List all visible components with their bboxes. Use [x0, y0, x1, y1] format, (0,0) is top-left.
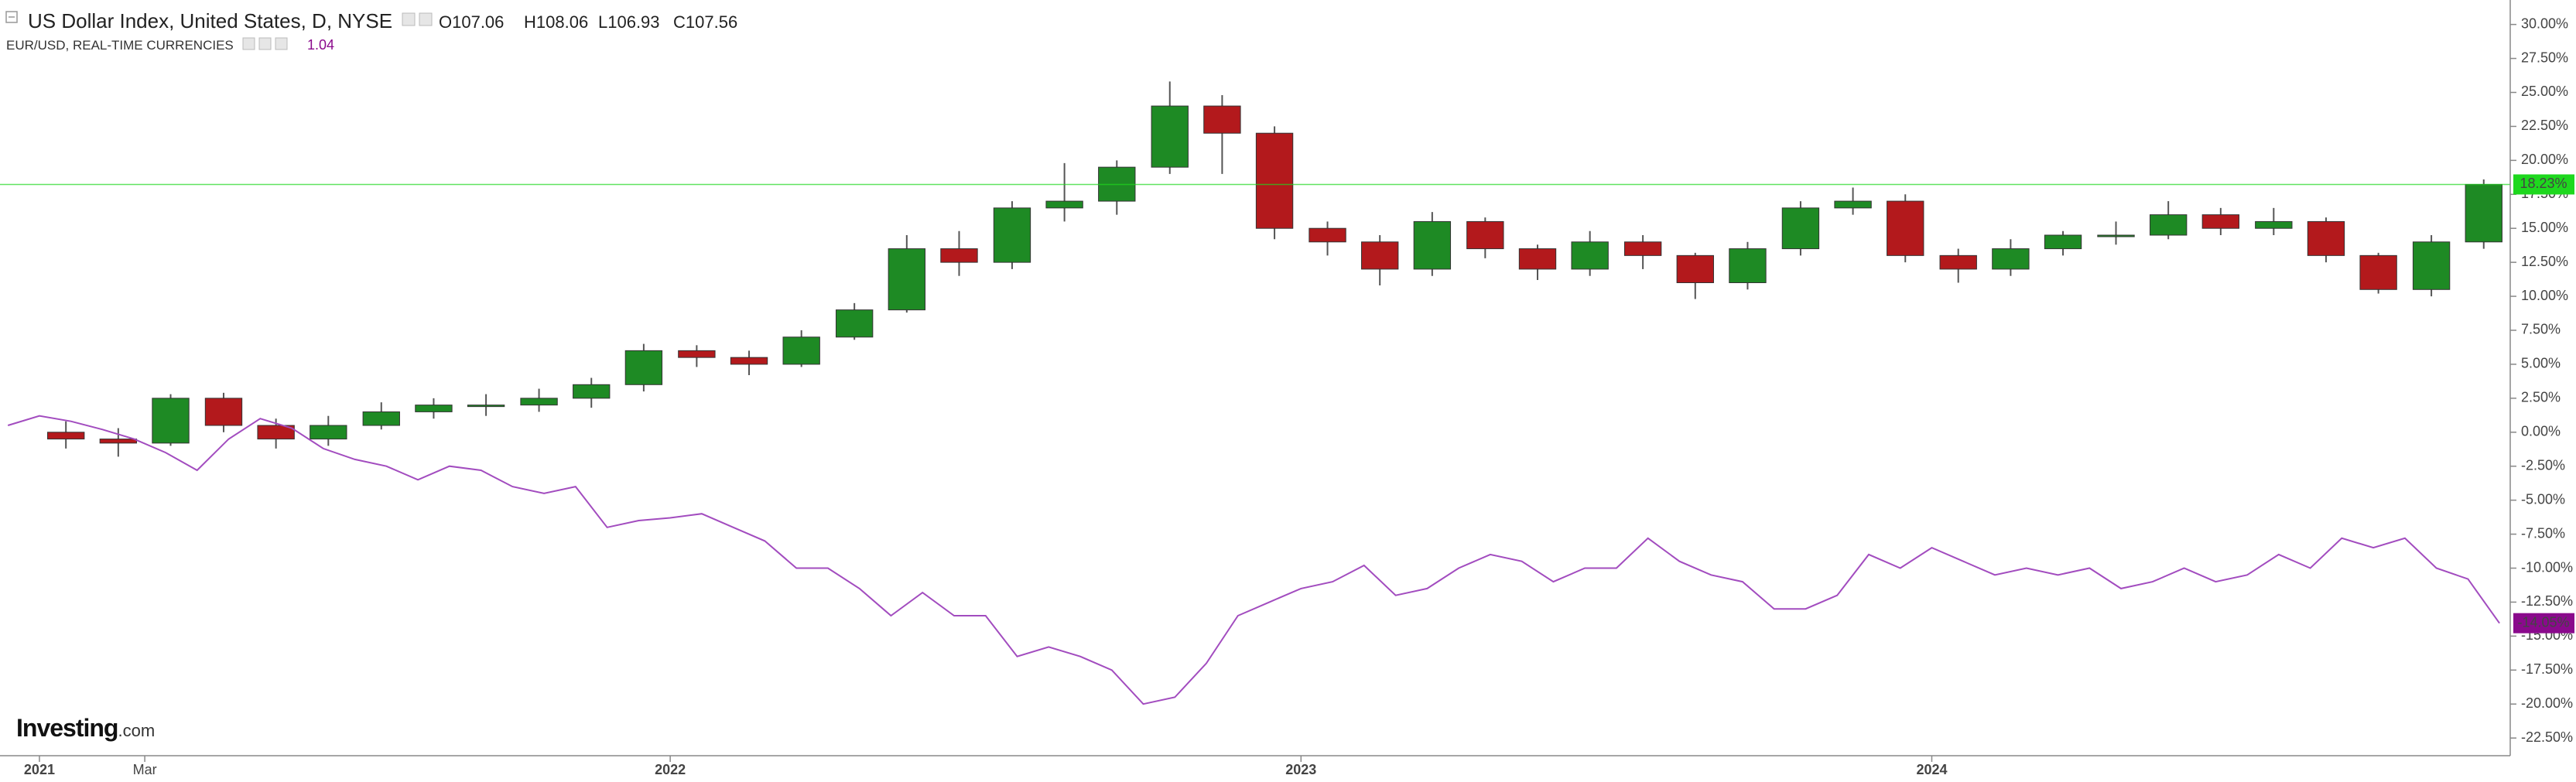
ohlc-close: C107.56 [673, 12, 737, 32]
logo-suffix: .com [118, 721, 155, 740]
candle-body [310, 425, 347, 440]
candle-body [47, 432, 85, 440]
candle-body [624, 350, 663, 385]
x-tick-label: Mar [133, 762, 157, 777]
candle-body [2149, 214, 2188, 236]
candle-body [257, 425, 295, 440]
candle-body [1729, 248, 1767, 283]
y-tick-label: -5.00% [2521, 491, 2565, 507]
candle-body [993, 207, 1031, 263]
last-value-label: -14.05% [2517, 614, 2569, 630]
y-tick-label: 27.50% [2521, 50, 2568, 65]
last-value-box [2513, 613, 2574, 633]
candle-body [1781, 207, 1820, 250]
y-tick-label: 12.50% [2521, 254, 2568, 269]
y-tick-label: -7.50% [2521, 525, 2565, 541]
candle-body [1045, 200, 1083, 209]
series-line [7, 415, 2500, 705]
candle-body [1361, 241, 1399, 270]
candle-body [1309, 227, 1346, 243]
y-tick-label: 30.00% [2521, 15, 2568, 31]
candle-body [1939, 254, 1977, 270]
candle-body [520, 398, 558, 406]
candle-body [1887, 200, 1924, 256]
candle-body [415, 405, 453, 412]
candle-body [678, 350, 716, 358]
plot-area [0, 81, 2510, 705]
logo-brand: Investing [16, 714, 118, 742]
ohlc-high: H108.06 [524, 12, 588, 32]
hide-icon[interactable] [419, 12, 433, 26]
candle-body [1992, 248, 2030, 270]
collapse-icon[interactable] [5, 11, 18, 23]
x-tick-label: 2024 [1916, 762, 1947, 777]
candle-body [1834, 200, 1872, 209]
y-tick-label: 22.50% [2521, 118, 2568, 133]
candle-body [2097, 234, 2135, 237]
y-tick-label: -20.00% [2521, 695, 2573, 711]
candle-body [2412, 241, 2451, 290]
y-tick-label: -12.50% [2521, 593, 2573, 609]
candle-body [2307, 220, 2345, 256]
y-tick-label: -17.50% [2521, 661, 2573, 677]
candle-body [2359, 254, 2397, 290]
last-value-box [2513, 174, 2574, 195]
y-tick-label: 10.00% [2521, 288, 2568, 303]
main-title: US Dollar Index, United States, D, NYSE [28, 9, 392, 32]
candle-body [1151, 105, 1189, 168]
y-tick-label: -10.00% [2521, 559, 2573, 575]
candle-body [1466, 220, 1504, 250]
candle-body [362, 411, 400, 426]
settings-icon[interactable] [242, 37, 255, 50]
remove-icon[interactable] [275, 37, 288, 50]
x-tick-label: 2022 [655, 762, 686, 777]
candle-body [782, 336, 820, 365]
candle-body [1413, 220, 1452, 270]
candle-body [2465, 183, 2502, 243]
sub-value: 1.04 [307, 37, 334, 53]
candle-body [2255, 220, 2293, 229]
candle-body [730, 357, 768, 365]
candle-body [152, 398, 190, 444]
x-tick-label: 2023 [1285, 762, 1316, 777]
y-tick-label: 2.50% [2521, 390, 2561, 405]
y-tick-label: -22.50% [2521, 729, 2573, 745]
candle-body [1676, 254, 1714, 283]
sub-title: EUR/USD, REAL-TIME CURRENCIES [6, 38, 234, 53]
y-tick-label: 7.50% [2521, 322, 2561, 337]
y-tick-label: 0.00% [2521, 424, 2561, 439]
candle-body [2044, 234, 2082, 250]
x-tick-label: 2021 [24, 762, 55, 777]
last-value-label: 18.23% [2520, 176, 2567, 191]
ohlc-open: O107.06 [439, 12, 504, 32]
candle-body [467, 405, 505, 408]
candle-body [2201, 214, 2240, 229]
candle-body [204, 398, 243, 426]
candle-body [1623, 241, 1662, 256]
candle-body [1518, 248, 1557, 270]
logo: Investing.com [16, 714, 155, 742]
y-tick-label: 15.00% [2521, 220, 2568, 235]
settings-icon[interactable] [402, 12, 416, 26]
candle-body [99, 439, 138, 444]
candle-body [940, 248, 978, 263]
candle-body [1203, 105, 1241, 134]
candle-body [835, 309, 874, 338]
y-tick-label: 25.00% [2521, 84, 2568, 99]
y-tick-label: -2.50% [2521, 457, 2565, 473]
candle-body [1571, 241, 1609, 270]
ohlc-low: L106.93 [598, 12, 660, 32]
hide-icon[interactable] [258, 37, 272, 50]
candle-body [888, 248, 925, 311]
candle-body [1255, 132, 1294, 229]
candle-body [573, 384, 611, 399]
y-tick-label: 20.00% [2521, 152, 2568, 167]
y-tick-label: 5.00% [2521, 356, 2561, 371]
